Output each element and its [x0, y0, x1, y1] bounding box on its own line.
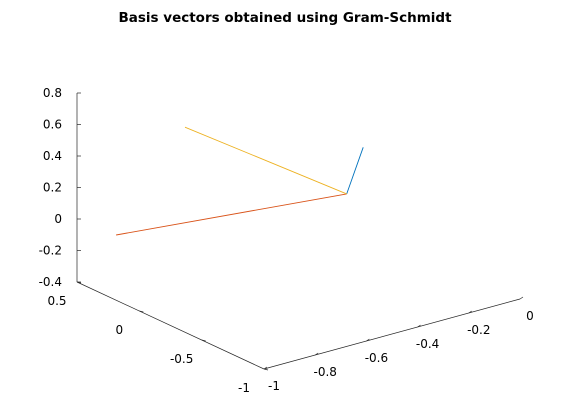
x-tick: [468, 310, 472, 314]
vector-line-3: [184, 126, 347, 195]
y-tick: [201, 339, 206, 342]
y-tick-label: 0: [116, 323, 124, 337]
y-tick-label: -0.5: [170, 352, 193, 366]
y-tick-label: 0.5: [47, 294, 66, 308]
y-tick-label: -1: [238, 381, 250, 395]
x-tick: [315, 352, 319, 356]
y-tick: [263, 368, 269, 371]
x-tick-label: -0.6: [365, 351, 388, 365]
z-tick-label: 0.2: [43, 181, 62, 195]
x-tick-label: -1: [268, 379, 280, 393]
x-tick: [263, 366, 268, 370]
y-axis-line: [76, 281, 265, 370]
z-tick-label: 0.8: [43, 86, 62, 100]
x-tick: [519, 296, 524, 300]
z-tick-label: 0: [54, 212, 62, 226]
z-tick-label: 0.4: [43, 149, 62, 163]
z-tick-label: -0.2: [39, 244, 62, 258]
x-tick-label: -0.2: [467, 323, 490, 337]
x-axis-line: [263, 298, 521, 370]
x-tick: [417, 324, 421, 328]
x-tick: [366, 338, 370, 342]
z-tick-label: 0.6: [43, 118, 62, 132]
vector-line-1: [346, 147, 364, 195]
x-tick-label: 0: [526, 309, 534, 323]
x-tick-label: -0.4: [416, 337, 439, 351]
vector-line-2: [116, 193, 347, 236]
y-tick: [139, 310, 144, 313]
chart-title: Basis vectors obtained using Gram-Schmid…: [118, 10, 452, 26]
z-tick-label: -0.4: [39, 275, 62, 289]
x-tick-label: -0.8: [313, 365, 336, 379]
